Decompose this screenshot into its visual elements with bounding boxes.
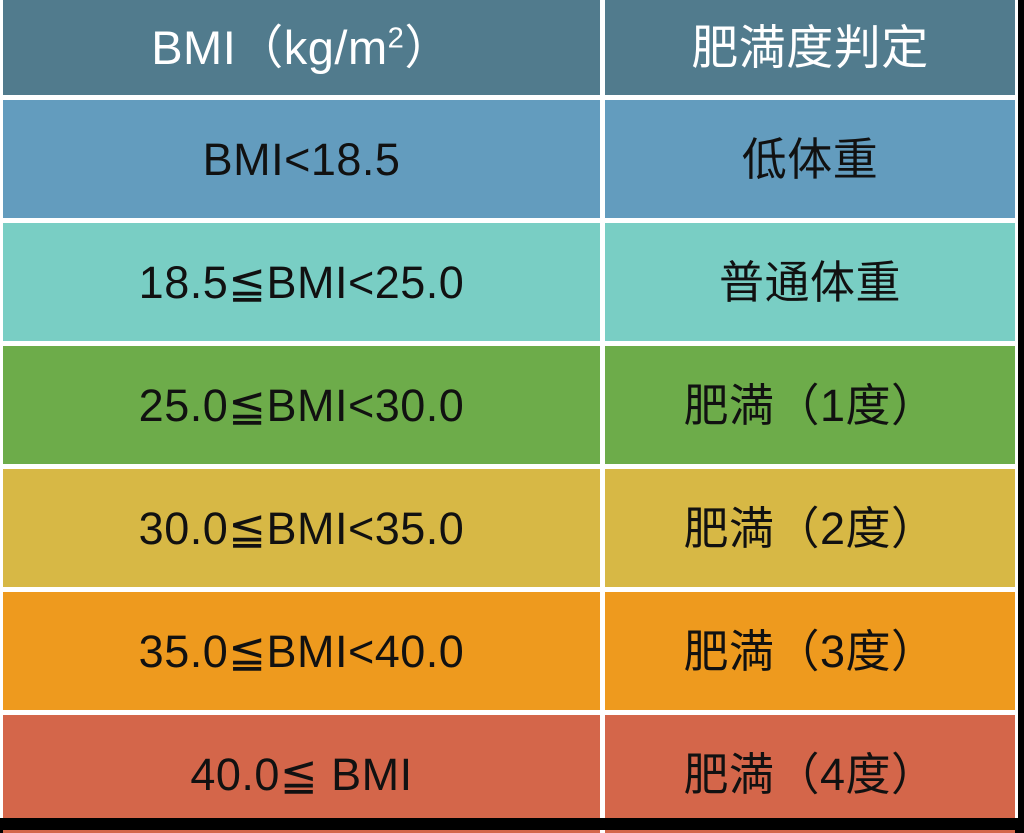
row-divider xyxy=(3,587,1015,592)
cell-obesity-judgement-text: 肥満（2度） xyxy=(683,502,937,554)
cell-bmi-range: BMI<18.5 xyxy=(3,100,600,218)
cell-obesity-judgement: 低体重 xyxy=(605,100,1015,218)
row-column-divider xyxy=(600,346,605,464)
column-header-obesity-judgement-label: 肥満度判定 xyxy=(691,21,929,74)
cell-obesity-judgement-text: 肥満（4度） xyxy=(683,748,937,800)
cell-bmi-range-text: 30.0≦BMI<35.0 xyxy=(138,502,465,554)
cell-obesity-judgement: 肥満（1度） xyxy=(605,346,1015,464)
cell-bmi-range-text: 35.0≦BMI<40.0 xyxy=(138,625,465,677)
cell-bmi-range-text: 25.0≦BMI<30.0 xyxy=(138,379,465,431)
cell-obesity-judgement-text: 肥満（3度） xyxy=(683,625,937,677)
row-column-divider xyxy=(600,592,605,710)
cell-bmi-range: 25.0≦BMI<30.0 xyxy=(3,346,600,464)
cell-obesity-judgement-text: 肥満（1度） xyxy=(683,379,937,431)
cell-obesity-judgement: 肥満（2度） xyxy=(605,469,1015,587)
cell-bmi-range: 18.5≦BMI<25.0 xyxy=(3,223,600,341)
row-divider xyxy=(3,464,1015,469)
column-header-obesity-judgement: 肥満度判定 xyxy=(605,0,1015,95)
row-column-divider xyxy=(600,223,605,341)
row-column-divider xyxy=(600,715,605,833)
cell-bmi-range-text: BMI<18.5 xyxy=(202,133,401,185)
row-column-divider xyxy=(600,100,605,218)
table-header-row: BMI（kg/m2） 肥満度判定 xyxy=(3,0,1015,95)
table-row: 40.0≦ BMI 肥満（4度） xyxy=(3,715,1015,833)
row-column-divider xyxy=(600,469,605,587)
table-row: 18.5≦BMI<25.0 普通体重 xyxy=(3,223,1015,341)
cell-bmi-range: 40.0≦ BMI xyxy=(3,715,600,833)
cell-bmi-range-text: 18.5≦BMI<25.0 xyxy=(138,256,465,308)
bmi-classification-table: BMI（kg/m2） 肥満度判定 BMI<18.5 低体重 18.5≦BMI<2… xyxy=(3,0,1015,833)
cell-obesity-judgement: 肥満（3度） xyxy=(605,592,1015,710)
row-divider xyxy=(3,710,1015,715)
bottom-frame-band xyxy=(0,818,1024,830)
cell-bmi-range: 30.0≦BMI<35.0 xyxy=(3,469,600,587)
row-divider xyxy=(3,95,1015,100)
cell-obesity-judgement: 肥満（4度） xyxy=(605,715,1015,833)
column-header-bmi-range: BMI（kg/m2） xyxy=(3,0,600,95)
column-header-bmi-range-label: BMI（kg/m2） xyxy=(151,21,452,74)
row-divider xyxy=(3,218,1015,223)
cell-bmi-range-text: 40.0≦ BMI xyxy=(190,748,413,800)
cell-bmi-range: 35.0≦BMI<40.0 xyxy=(3,592,600,710)
table-row: BMI<18.5 低体重 xyxy=(3,100,1015,218)
table-body: BMI<18.5 低体重 18.5≦BMI<25.0 普通体重 25.0≦BMI… xyxy=(3,95,1015,833)
table-row: 30.0≦BMI<35.0 肥満（2度） xyxy=(3,469,1015,587)
table-row: 35.0≦BMI<40.0 肥満（3度） xyxy=(3,592,1015,710)
cell-obesity-judgement-text: 普通体重 xyxy=(718,256,901,308)
right-frame-band xyxy=(1018,0,1024,830)
cell-obesity-judgement-text: 低体重 xyxy=(741,133,879,185)
table-row: 25.0≦BMI<30.0 肥満（1度） xyxy=(3,346,1015,464)
header-column-divider xyxy=(600,0,605,95)
row-divider xyxy=(3,341,1015,346)
cell-obesity-judgement: 普通体重 xyxy=(605,223,1015,341)
